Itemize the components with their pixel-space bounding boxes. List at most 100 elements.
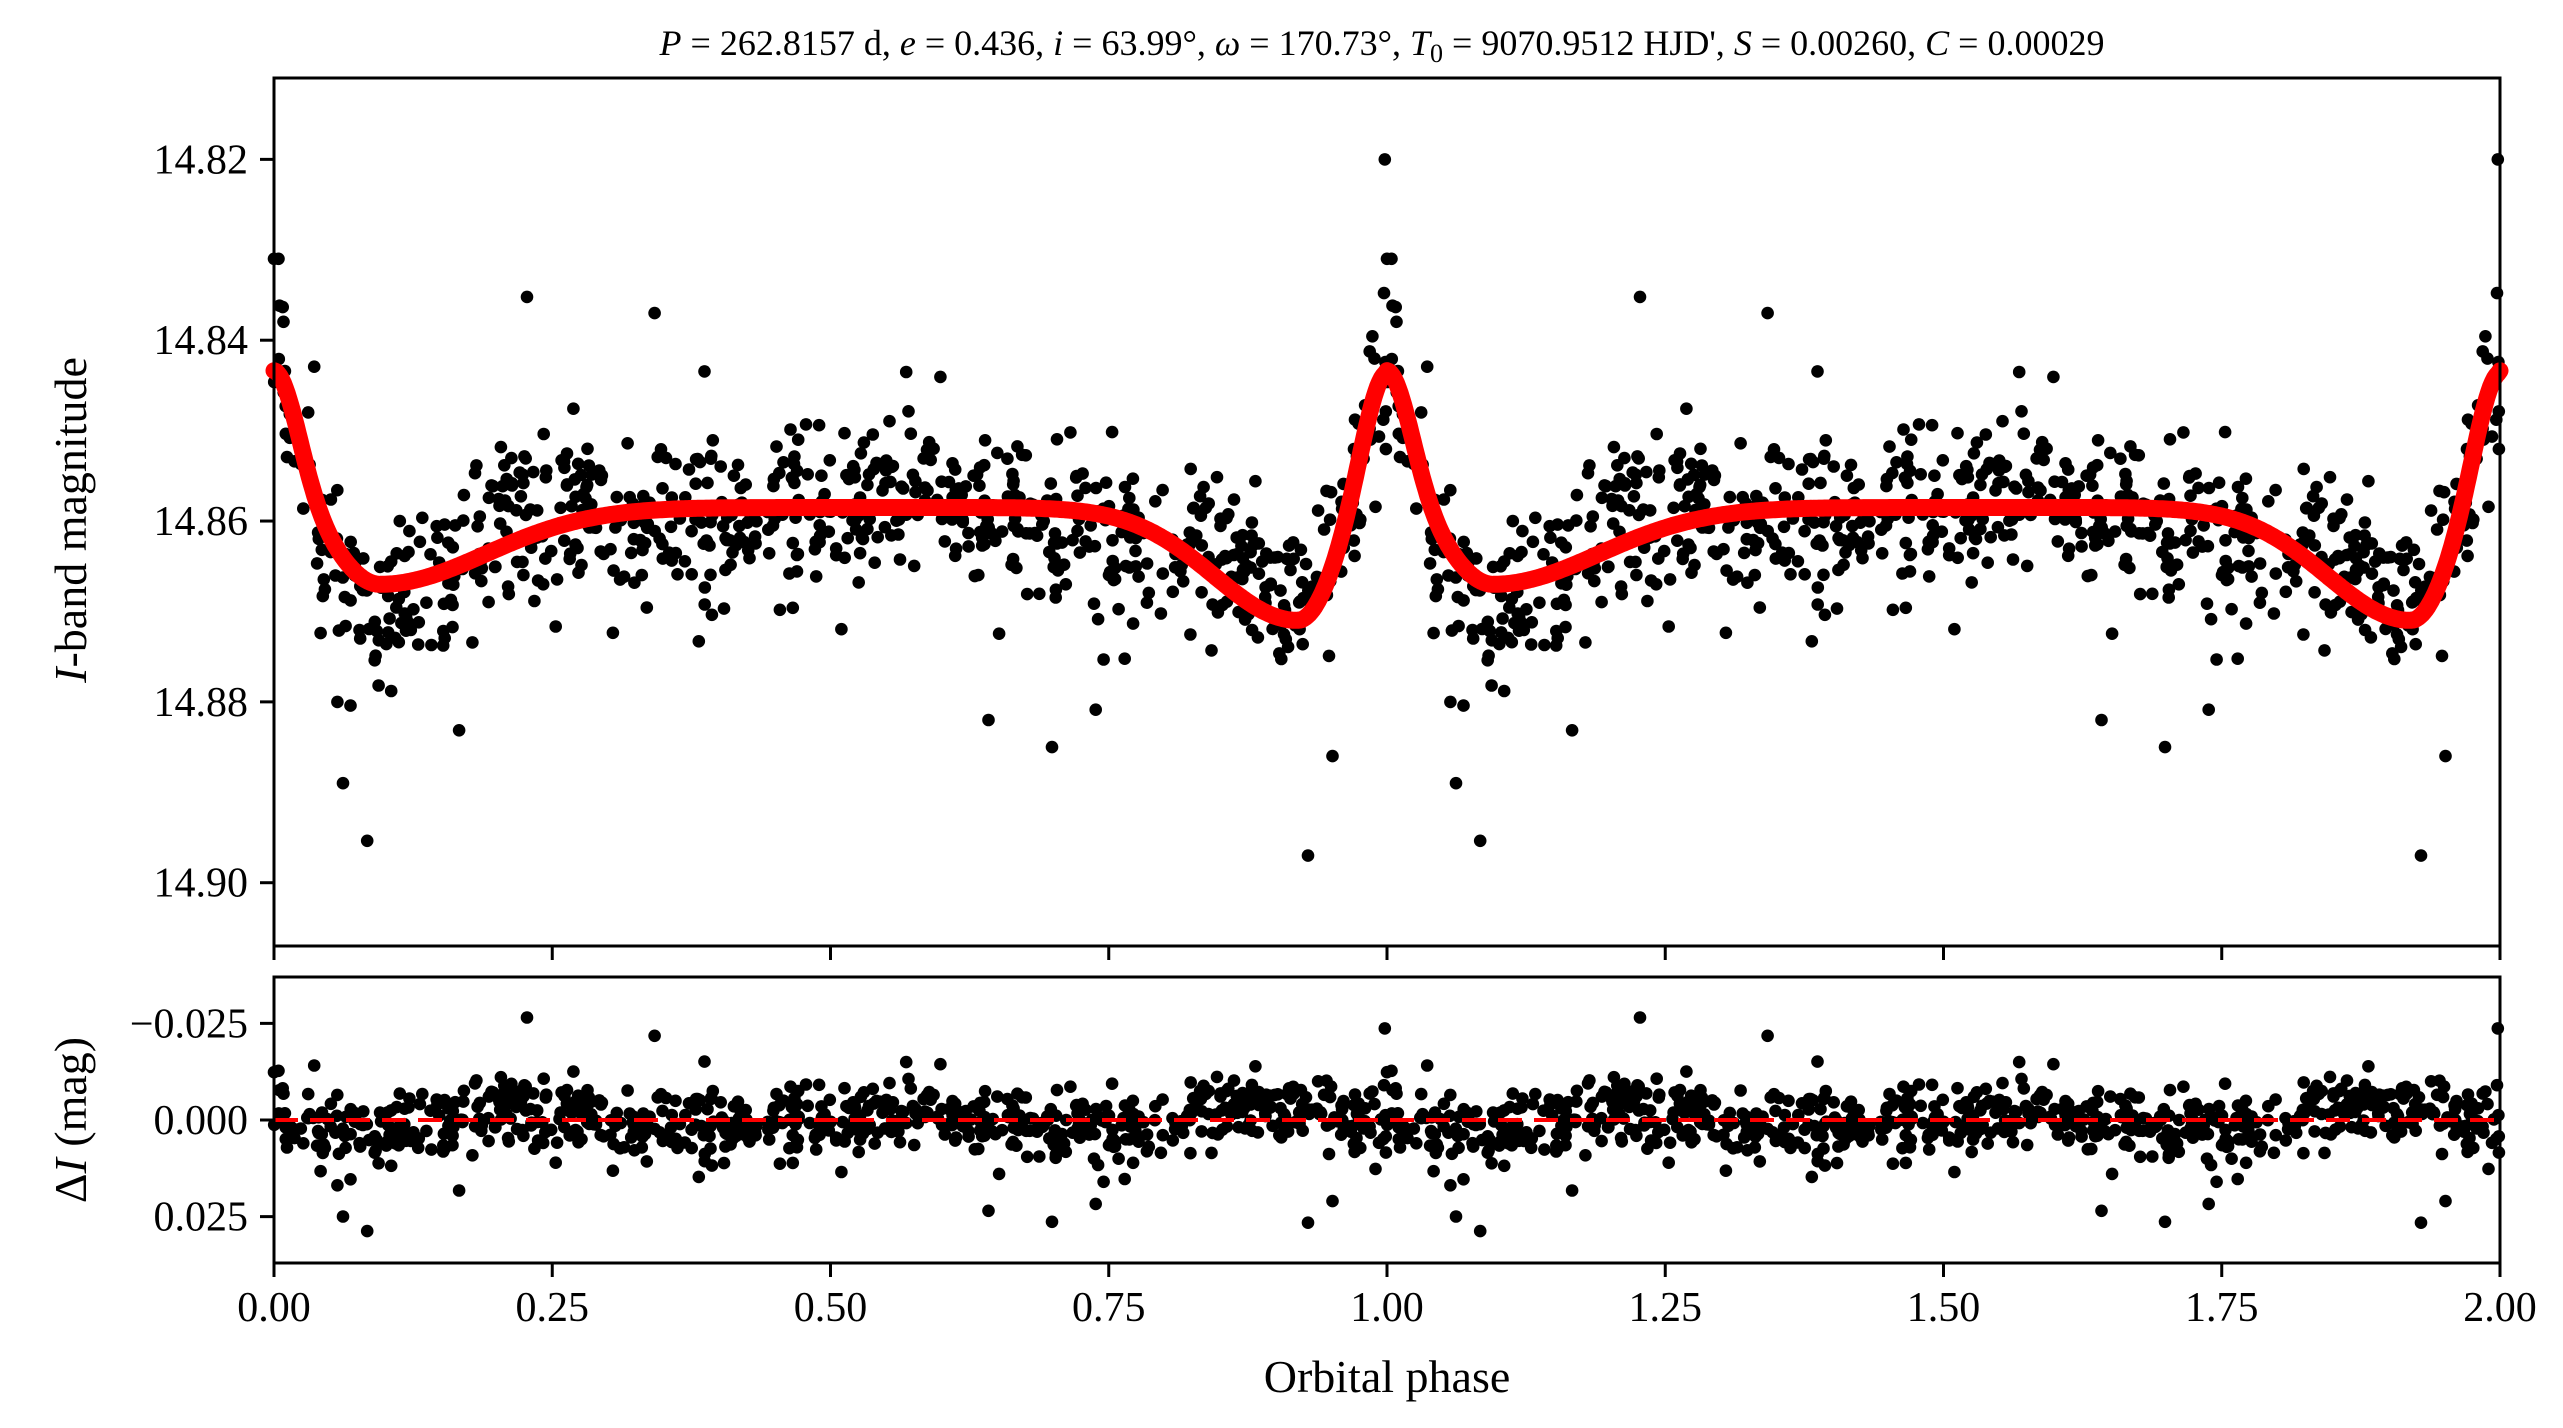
data-point <box>1444 483 1457 497</box>
residual-point <box>911 1116 924 1130</box>
residual-point <box>2360 1087 2373 1101</box>
residual-point <box>1249 1060 1262 1073</box>
data-point <box>1386 299 1399 313</box>
data-point <box>1657 544 1671 558</box>
data-point <box>1282 539 1296 552</box>
data-point <box>991 446 1004 460</box>
data-point <box>880 454 893 467</box>
data-point <box>1707 545 1720 558</box>
data-point <box>942 475 956 489</box>
data-point <box>1817 568 1830 582</box>
data-point <box>1904 433 1918 447</box>
data-point <box>1810 537 1823 550</box>
residual-point <box>904 1082 918 1095</box>
residual-point <box>2255 1140 2269 1153</box>
residual-point <box>1126 1094 1140 1108</box>
data-point <box>500 472 513 486</box>
data-point <box>1741 576 1754 589</box>
data-point <box>344 535 358 549</box>
residual-point <box>1123 1120 1137 1133</box>
data-point <box>1184 628 1197 641</box>
residual-point <box>1322 1147 1336 1161</box>
data-point <box>2161 527 2175 540</box>
data-point <box>446 541 460 554</box>
residual-point <box>934 1057 947 1071</box>
residual-point <box>1832 1140 1845 1153</box>
data-point <box>1049 583 1063 596</box>
residual-point <box>1050 1083 1064 1097</box>
residual-point <box>1630 1129 1643 1143</box>
residual-point <box>2059 1094 2072 1108</box>
data-point <box>762 523 775 536</box>
data-point <box>1993 454 2006 467</box>
y-tick-label: 14.82 <box>154 137 249 183</box>
data-point <box>1301 849 1315 862</box>
data-point <box>893 553 907 566</box>
residual-point <box>1222 1082 1235 1096</box>
residual-point <box>1363 1087 1376 1100</box>
residual-point <box>946 1109 959 1122</box>
residual-point <box>1195 1125 1208 1138</box>
residual-point <box>1720 1137 1733 1151</box>
data-point <box>514 490 528 503</box>
data-point <box>628 576 641 589</box>
residual-point <box>2491 1022 2505 1035</box>
residual-point <box>1981 1137 1994 1150</box>
data-point <box>2269 483 2282 497</box>
residual-point <box>1581 1077 1595 1090</box>
residual-point <box>1829 1121 1843 1135</box>
data-point <box>1761 524 1774 538</box>
data-point <box>1984 530 1997 544</box>
data-point <box>1410 502 1423 515</box>
residual-point <box>1827 1096 1840 1109</box>
residual-point <box>1811 1055 1824 1068</box>
residual-point <box>2328 1104 2342 1117</box>
data-point <box>968 569 982 583</box>
data-point <box>1299 557 1313 571</box>
data-point <box>1255 555 1269 568</box>
data-point <box>468 567 482 580</box>
residual-point <box>2170 1137 2184 1150</box>
residual-point <box>2297 1076 2310 1089</box>
data-point <box>1991 520 2005 534</box>
residual-point <box>1006 1103 1020 1117</box>
data-point <box>790 548 804 562</box>
data-point <box>1632 452 1645 465</box>
data-point <box>1323 513 1337 526</box>
data-point <box>1903 464 1917 478</box>
residual-point <box>662 1132 676 1145</box>
residual-point <box>2318 1146 2331 1160</box>
residual-point <box>640 1155 654 1168</box>
residual-point <box>2492 1108 2505 1122</box>
data-point <box>1118 652 1131 665</box>
data-point <box>1066 533 1079 547</box>
data-point <box>582 459 596 472</box>
data-point <box>1928 469 1941 483</box>
data-point <box>854 447 868 460</box>
data-point <box>558 534 571 547</box>
residual-point <box>1066 1126 1079 1139</box>
residual-point <box>1475 1133 1489 1147</box>
y-tick-label: 0.000 <box>154 1098 249 1144</box>
residual-point <box>1537 1104 1550 1117</box>
data-point <box>706 434 720 447</box>
residual-point <box>466 1149 479 1162</box>
data-point <box>524 503 537 516</box>
data-point <box>1890 456 1903 469</box>
data-point <box>2047 370 2060 384</box>
residual-point <box>550 1136 564 1149</box>
residual-point <box>301 1111 314 1124</box>
residual-point <box>1663 1136 1677 1149</box>
data-point <box>430 519 444 533</box>
residual-point <box>1914 1099 1927 1113</box>
residual-point <box>2119 1103 2133 1117</box>
data-point <box>1236 528 1249 542</box>
data-point <box>2435 649 2449 663</box>
residual-point <box>762 1133 776 1146</box>
data-point <box>791 433 805 447</box>
data-point <box>1494 589 1508 603</box>
data-point <box>2368 555 2382 568</box>
data-point <box>1903 548 1917 562</box>
residual-point <box>1830 1156 1844 1170</box>
data-point <box>1512 624 1526 637</box>
